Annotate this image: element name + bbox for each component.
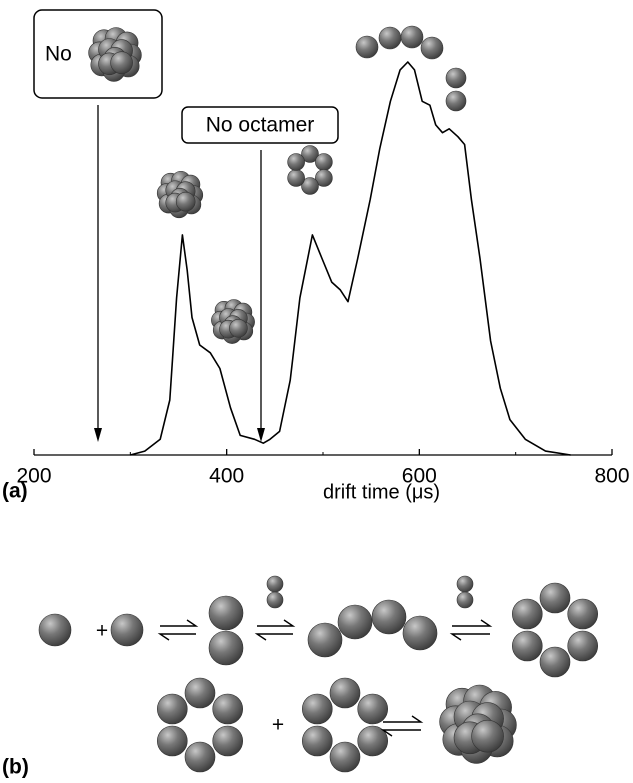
- sphere: [302, 726, 332, 756]
- sphere: [401, 26, 423, 48]
- sphere: [568, 599, 598, 629]
- sphere: [421, 37, 443, 59]
- sphere: [209, 631, 243, 665]
- sphere: [446, 91, 466, 111]
- sphere: [457, 576, 473, 592]
- sphere: [176, 192, 195, 211]
- sphere: [39, 614, 71, 646]
- figure: No No octamer (a) drift time (μs) + + (b…: [0, 0, 633, 783]
- sphere: [330, 742, 360, 772]
- sphere: [302, 694, 332, 724]
- sphere: [157, 726, 187, 756]
- sphere: [213, 694, 243, 724]
- sphere: [457, 592, 473, 608]
- panel-label: (b): [2, 756, 29, 779]
- sphere: [379, 27, 401, 49]
- x-tick-label: 200: [16, 465, 51, 488]
- equilibrium-arrow: [452, 620, 490, 626]
- equilibrium-arrow: [383, 716, 421, 722]
- sphere: [185, 742, 215, 772]
- data-line: [130, 62, 570, 455]
- sphere: [267, 576, 283, 592]
- annotation: No octamer: [206, 114, 315, 137]
- equilibrium-arrow: [160, 620, 196, 626]
- sphere: [358, 694, 388, 724]
- equilibrium-arrow: [257, 620, 293, 626]
- x-tick-label: 600: [402, 465, 437, 488]
- equilibrium-arrow: [160, 634, 196, 640]
- equilibrium-arrow: [257, 634, 293, 640]
- equilibrium-arrow: [452, 634, 490, 640]
- plus: +: [96, 620, 108, 643]
- sphere: [209, 596, 243, 630]
- x-tick-label: 400: [209, 465, 244, 488]
- sphere: [512, 631, 542, 661]
- sphere: [267, 592, 283, 608]
- equilibrium-arrow: [383, 730, 421, 736]
- arrow-head: [257, 428, 265, 442]
- sphere: [185, 678, 215, 708]
- sphere: [372, 600, 406, 634]
- sphere: [157, 694, 187, 724]
- sphere: [512, 599, 542, 629]
- sphere: [356, 36, 378, 58]
- plus: +: [272, 714, 284, 737]
- sphere: [446, 68, 466, 88]
- sphere: [229, 319, 247, 337]
- arrow-head: [94, 428, 102, 442]
- sphere: [315, 154, 332, 171]
- page: {"chart_data": {"type": "line", "x_label…: [0, 0, 633, 783]
- sphere: [111, 614, 143, 646]
- annotation: No: [45, 43, 72, 66]
- x-tick-label: 800: [594, 465, 629, 488]
- sphere: [288, 170, 305, 187]
- sphere: [213, 726, 243, 756]
- sphere: [111, 52, 133, 74]
- sphere: [338, 605, 372, 639]
- sphere: [308, 623, 342, 657]
- sphere: [403, 616, 437, 650]
- sphere: [288, 154, 305, 171]
- sphere: [330, 678, 360, 708]
- sphere: [472, 720, 504, 752]
- sphere: [540, 647, 570, 677]
- sphere: [568, 631, 598, 661]
- sphere: [540, 583, 570, 613]
